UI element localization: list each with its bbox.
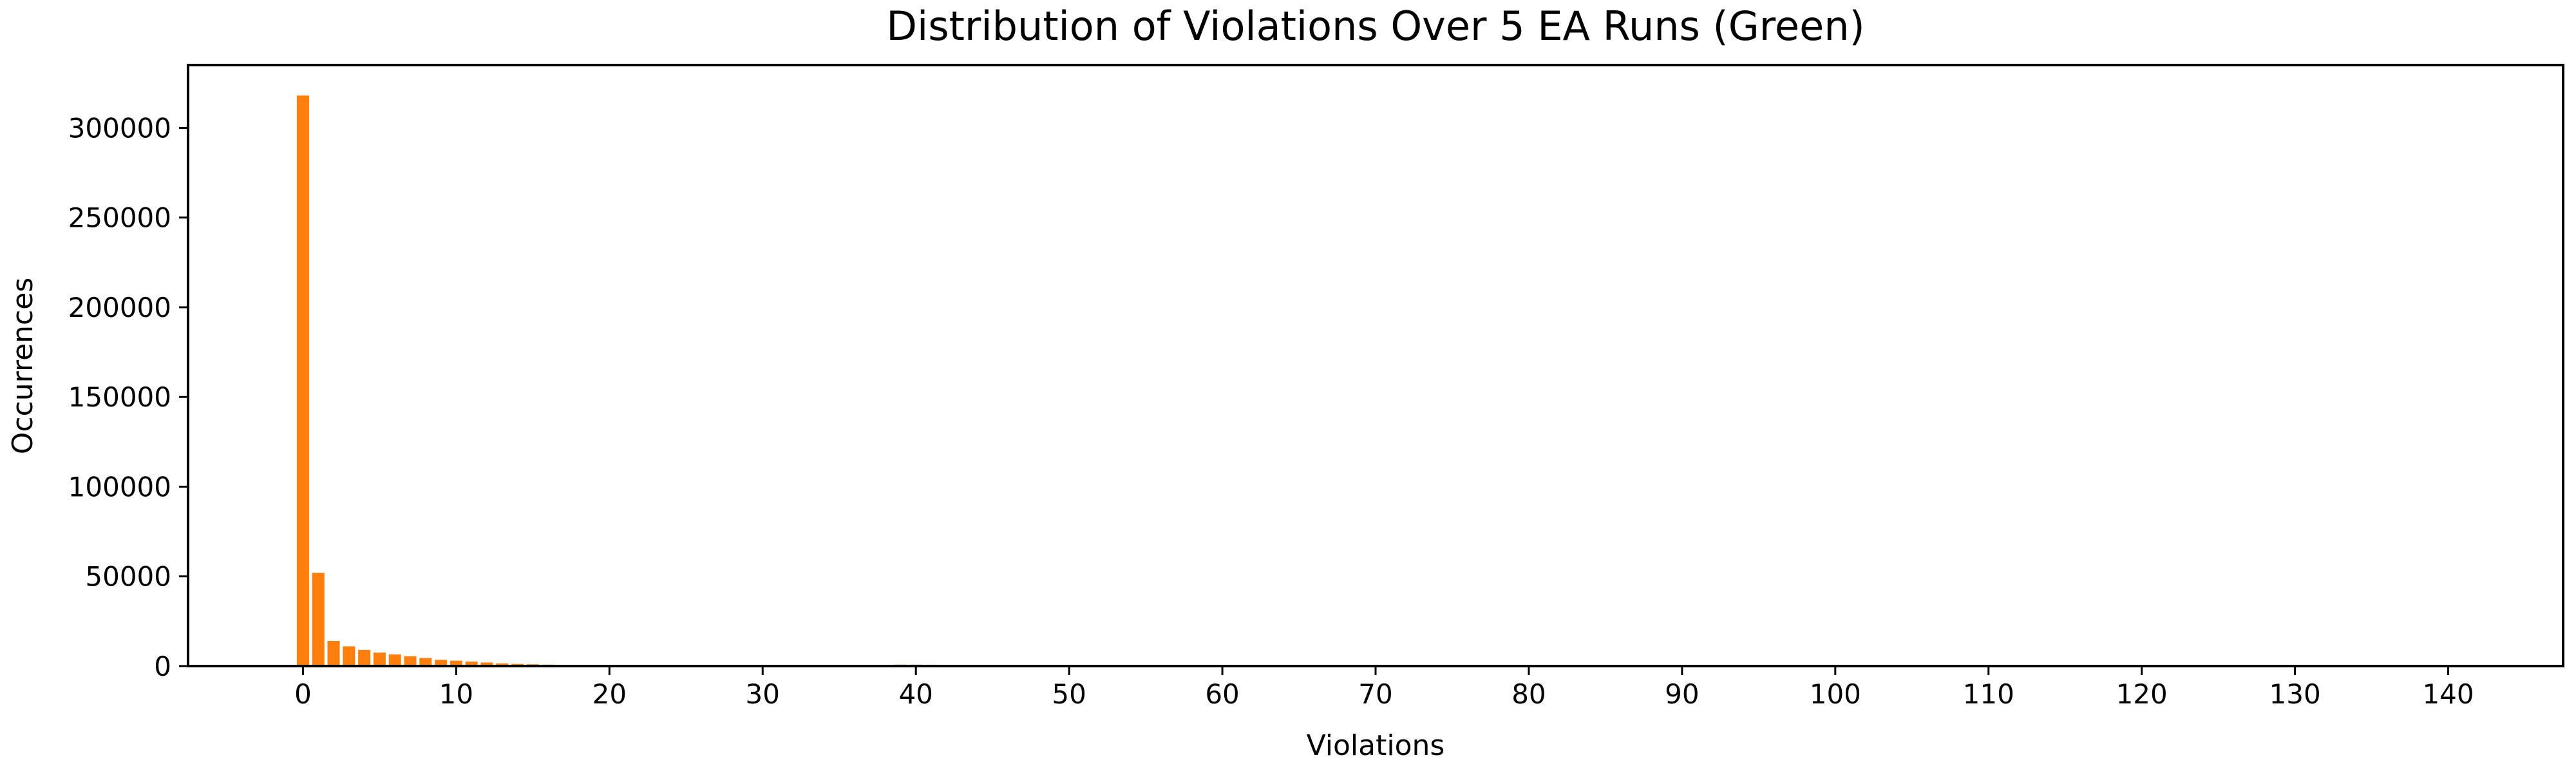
bar-1 <box>312 573 325 666</box>
y-axis-label: Occurrences <box>6 278 39 454</box>
x-tick-label: 30 <box>746 678 780 710</box>
bar-6 <box>388 654 401 666</box>
bar-13 <box>496 663 509 666</box>
bar-7 <box>404 656 417 666</box>
x-tick-label: 10 <box>439 678 473 710</box>
bar-2 <box>327 641 340 666</box>
bar-3 <box>343 646 355 666</box>
y-tick-label: 150000 <box>68 381 171 413</box>
bar-10 <box>450 660 462 666</box>
y-tick-label: 0 <box>154 651 171 682</box>
bar-11 <box>465 662 478 666</box>
x-tick-label: 130 <box>2269 678 2321 710</box>
x-tick-label: 0 <box>294 678 312 710</box>
y-tick-label: 200000 <box>68 292 171 323</box>
bars-group <box>296 95 1075 667</box>
x-tick-label: 70 <box>1358 678 1392 710</box>
x-axis-label: Violations <box>1307 729 1445 762</box>
bar-5 <box>373 653 386 666</box>
bar-9 <box>435 660 448 666</box>
bar-12 <box>480 662 493 666</box>
plot-frame <box>187 64 2564 667</box>
x-tick-label: 20 <box>592 678 627 710</box>
bar-0 <box>296 95 309 667</box>
x-tick-label: 140 <box>2422 678 2474 710</box>
x-tick-label: 60 <box>1205 678 1239 710</box>
x-tick-label: 50 <box>1052 678 1086 710</box>
y-tick-label: 300000 <box>68 112 171 144</box>
y-tick-label: 100000 <box>68 471 171 502</box>
y-axis: 0 50000 100000 150000 200000 250000 300000 <box>68 112 188 682</box>
x-tick-label: 120 <box>2116 678 2168 710</box>
x-tick-label: 90 <box>1665 678 1699 710</box>
x-tick-label: 80 <box>1511 678 1546 710</box>
x-tick-label: 100 <box>1810 678 1861 710</box>
x-tick-label: 110 <box>1963 678 2014 710</box>
y-tick-label: 50000 <box>85 561 171 593</box>
y-tick-label: 250000 <box>68 202 171 234</box>
chart-title: Distribution of Violations Over 5 EA Run… <box>886 3 1864 50</box>
bar-8 <box>419 658 432 666</box>
x-axis: 0 10 20 30 40 50 60 70 80 90 100 110 120 130 140 <box>294 666 2474 710</box>
bar-4 <box>358 649 371 666</box>
x-tick-label: 40 <box>898 678 933 710</box>
